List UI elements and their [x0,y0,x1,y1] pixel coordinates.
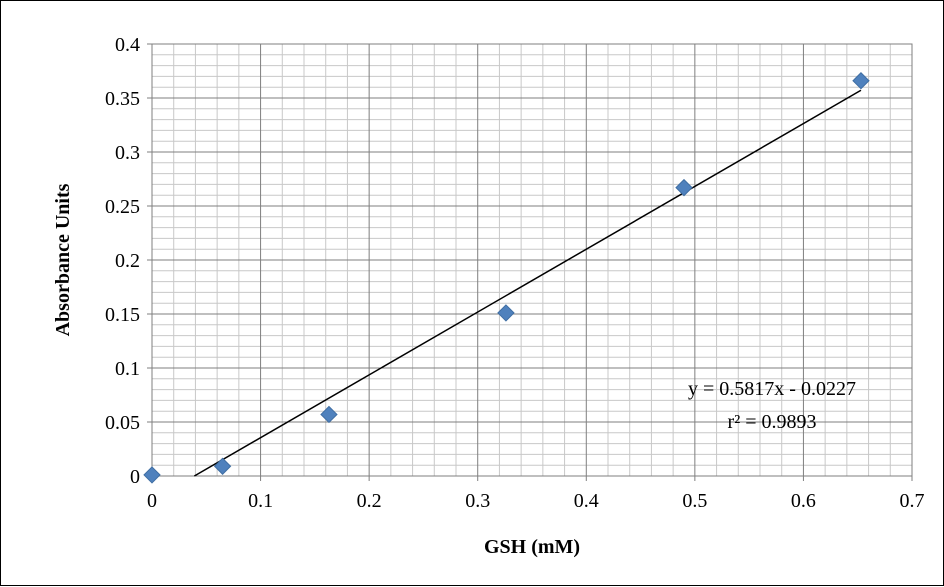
x-tick-label: 0.7 [900,490,925,512]
trendline-equation: y = 0.5817x - 0.0227 [688,378,856,400]
y-tick-label: 0.3 [115,142,140,164]
data-point [852,72,870,90]
y-tick-label: 0.1 [115,358,140,380]
data-point [675,178,693,197]
data-point [320,405,338,424]
data-points [143,72,870,484]
x-tick-label: 0.2 [357,490,382,512]
y-tick-label: 0.35 [105,88,140,110]
x-tick-label: 0.4 [574,490,599,512]
y-axis-ticks: 0 0.05 0.1 0.15 0.2 0.25 0.3 0.35 0.4 [105,34,152,488]
data-point [213,457,232,475]
y-tick-label: 0 [130,466,140,488]
r-squared-label: r² = 0.9893 [728,411,817,433]
x-tick-label: 0.1 [248,490,273,512]
x-axis-title: GSH (mM) [484,536,580,558]
x-axis-ticks: 0 0.1 0.2 0.3 0.4 0.5 0.6 0.7 [147,476,925,512]
y-tick-label: 0.4 [115,34,140,56]
x-tick-label: 0.6 [791,490,816,512]
data-point [497,304,515,322]
x-tick-label: 0.3 [465,490,490,512]
x-tick-label: 0 [147,490,157,512]
y-tick-label: 0.15 [105,304,140,326]
x-tick-label: 0.5 [682,490,707,512]
data-point [143,466,161,484]
trendline [193,89,862,477]
y-tick-label: 0.25 [105,196,140,218]
y-tick-label: 0.2 [115,250,140,272]
y-axis-title: Absorbance Units [52,183,74,336]
y-tick-label: 0.05 [105,412,140,434]
major-gridlines [152,44,912,476]
